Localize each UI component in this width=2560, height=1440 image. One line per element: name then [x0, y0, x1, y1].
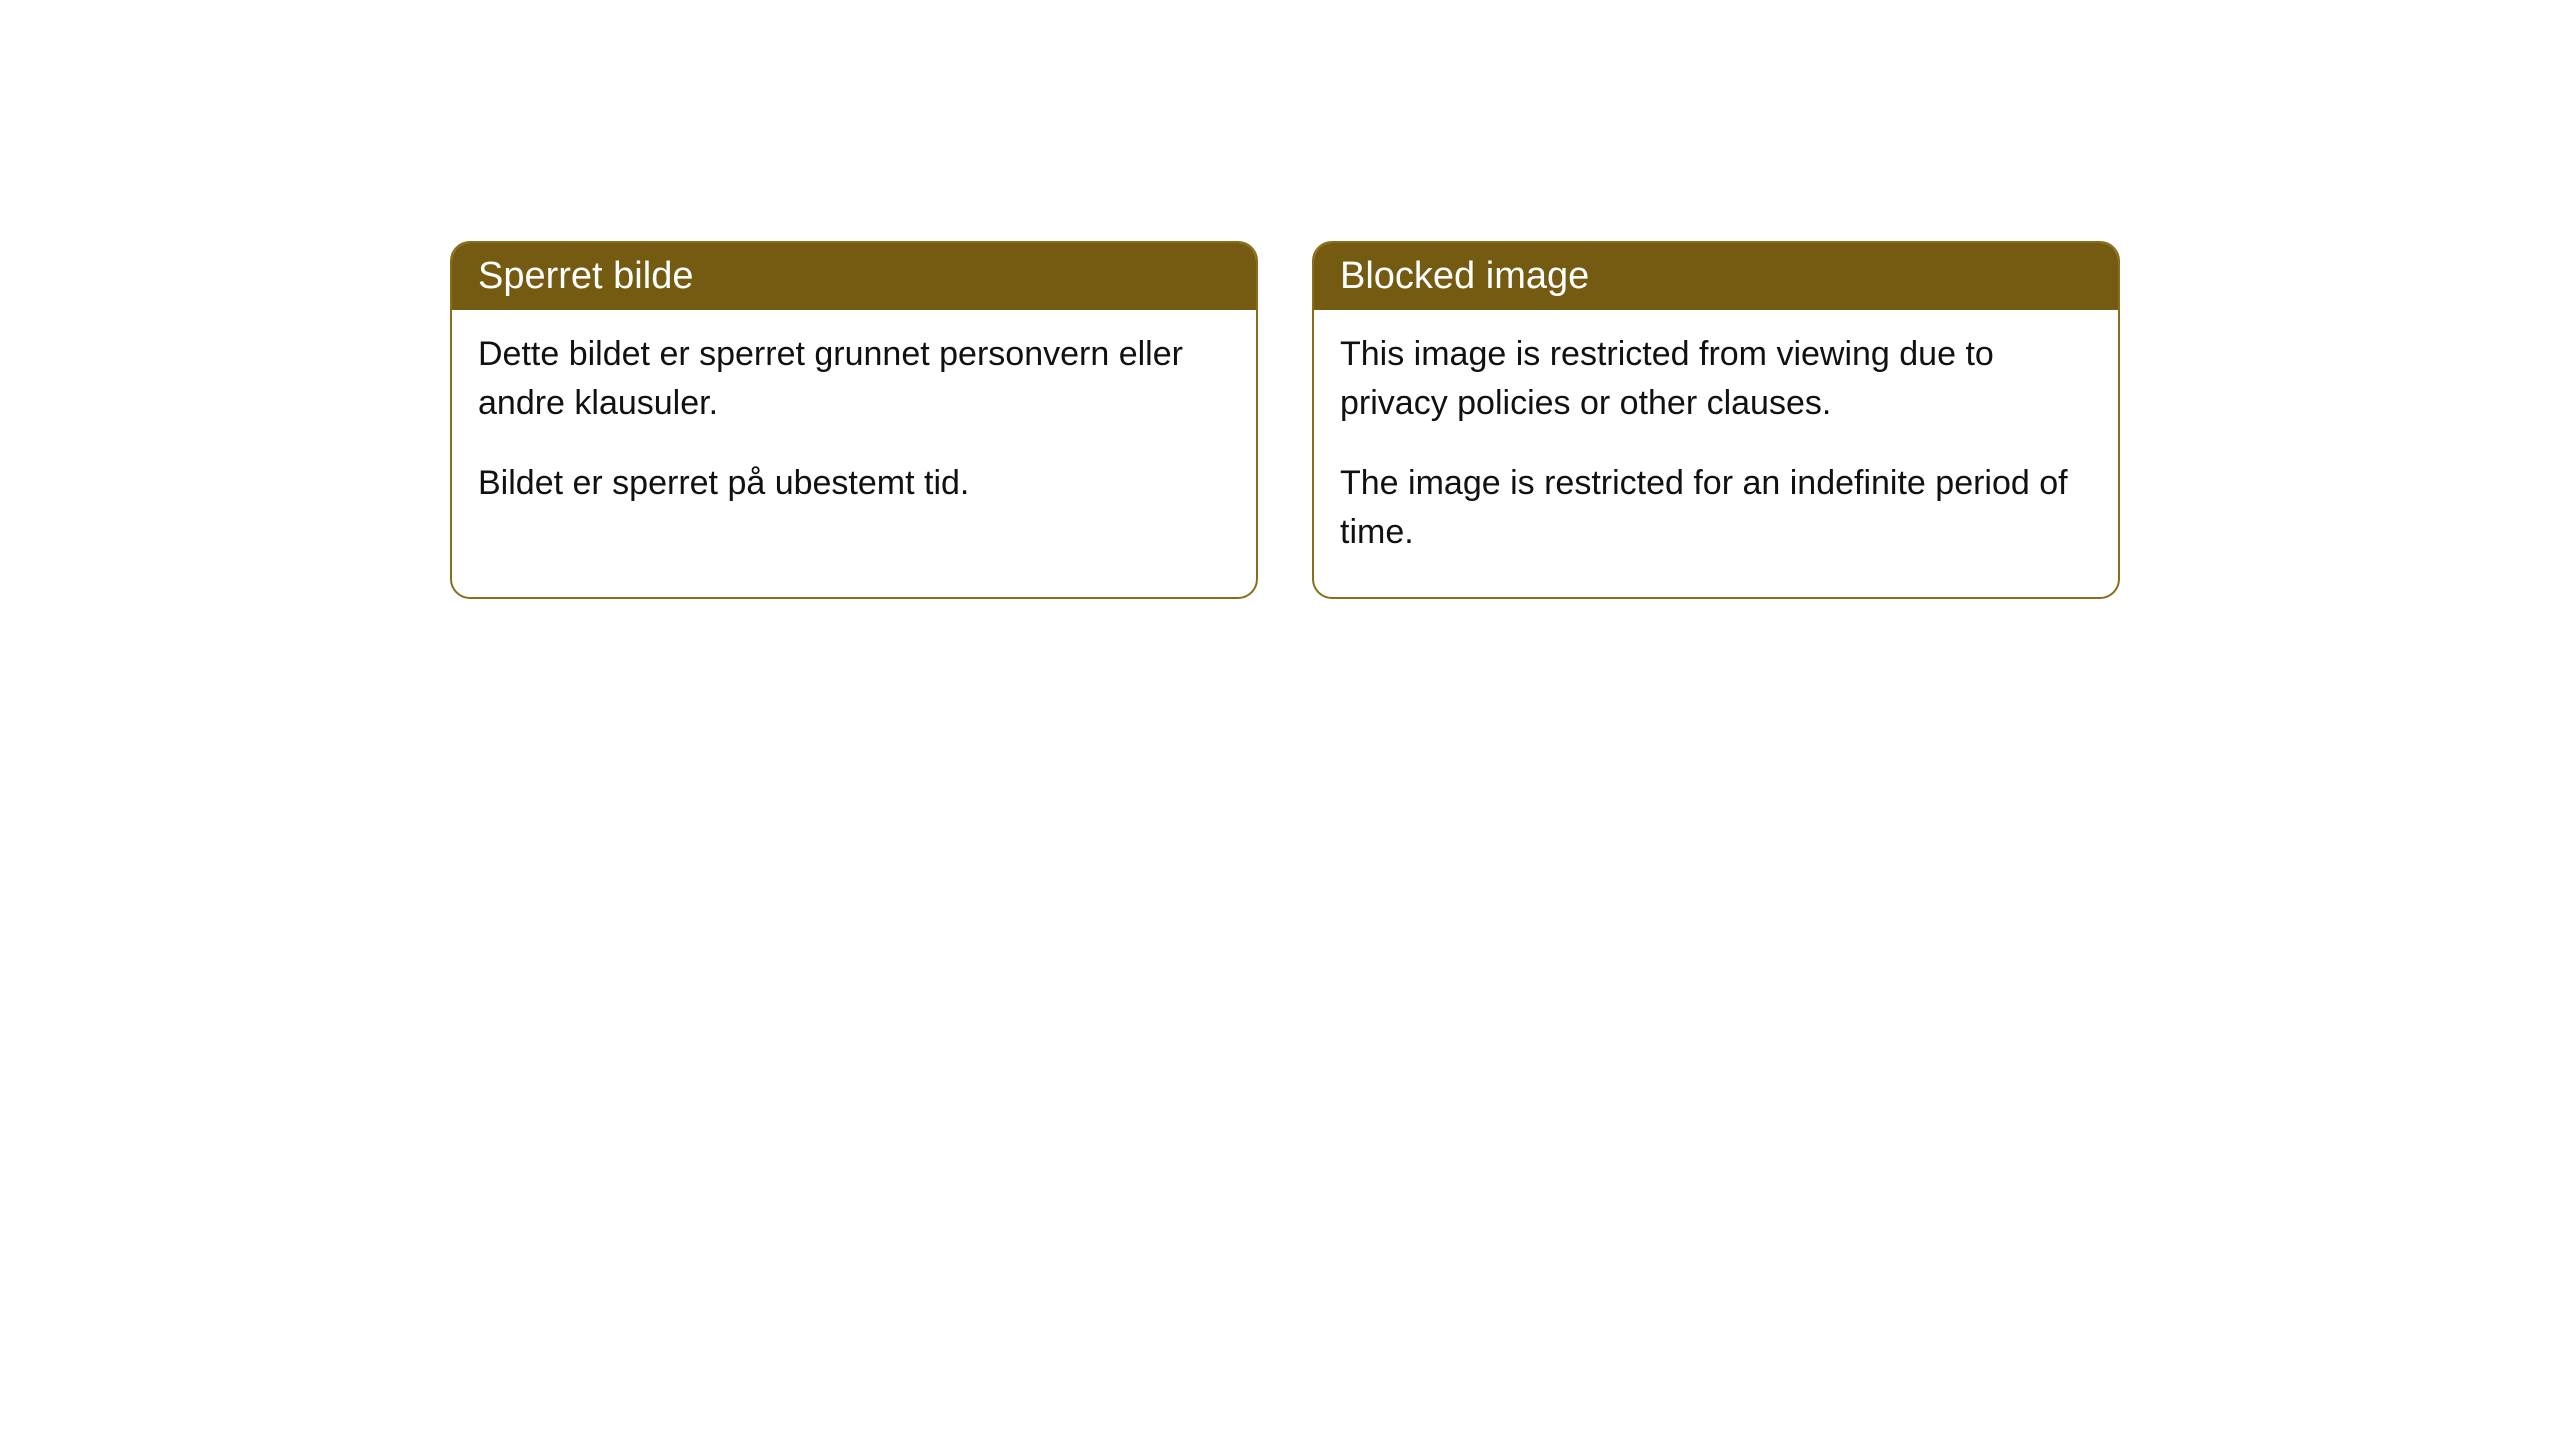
- card-paragraph: Bildet er sperret på ubestemt tid.: [478, 459, 1230, 508]
- card-header: Blocked image: [1314, 243, 2118, 310]
- notice-cards-container: Sperret bilde Dette bildet er sperret gr…: [450, 241, 2120, 599]
- card-paragraph: Dette bildet er sperret grunnet personve…: [478, 330, 1230, 429]
- card-header: Sperret bilde: [452, 243, 1256, 310]
- notice-card-norwegian: Sperret bilde Dette bildet er sperret gr…: [450, 241, 1258, 599]
- card-body: Dette bildet er sperret grunnet personve…: [452, 310, 1256, 548]
- card-title: Blocked image: [1340, 255, 1589, 297]
- card-body: This image is restricted from viewing du…: [1314, 310, 2118, 597]
- card-paragraph: The image is restricted for an indefinit…: [1340, 459, 2092, 558]
- card-title: Sperret bilde: [478, 255, 693, 297]
- notice-card-english: Blocked image This image is restricted f…: [1312, 241, 2120, 599]
- card-paragraph: This image is restricted from viewing du…: [1340, 330, 2092, 429]
